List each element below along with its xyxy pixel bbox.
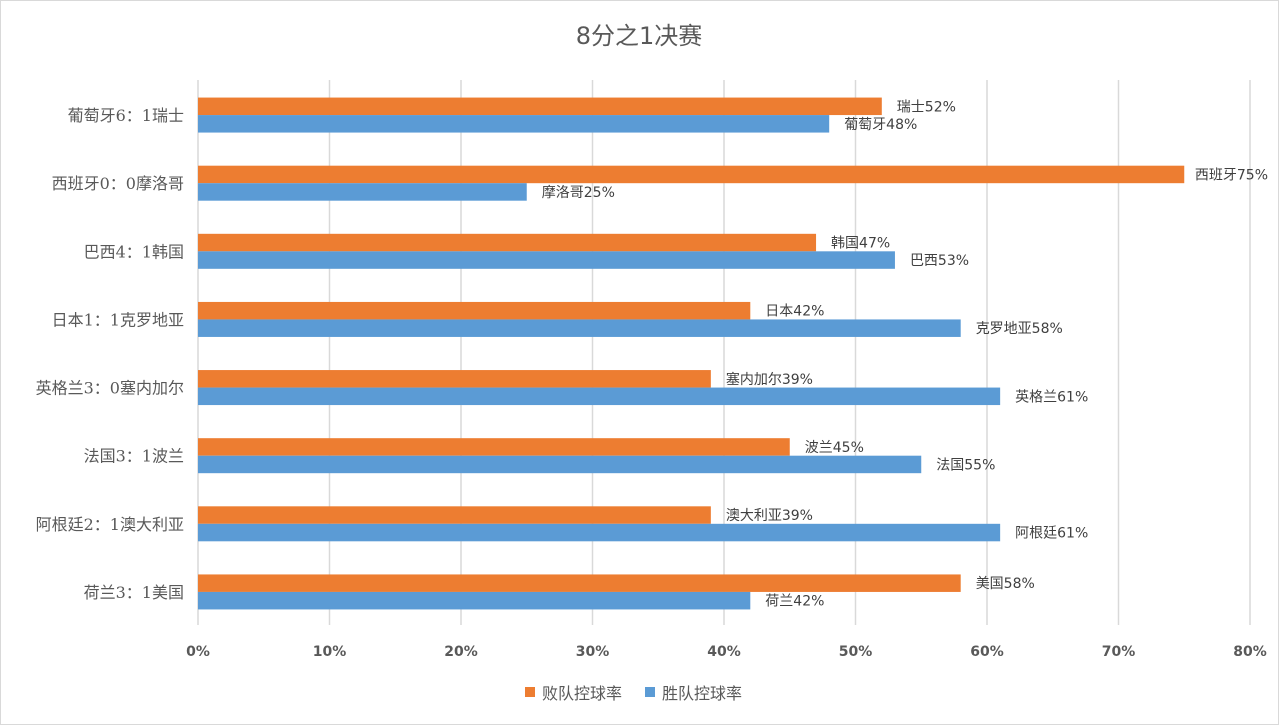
- data-label: 澳大利亚39%: [726, 508, 813, 524]
- data-label: 西班牙75%: [1195, 167, 1268, 183]
- bar-winner: [198, 183, 527, 201]
- bar-winner: [198, 115, 830, 133]
- bar-loser: [198, 574, 961, 592]
- data-label: 塞内加尔39%: [726, 371, 813, 388]
- data-label: 葡萄牙48%: [844, 117, 917, 133]
- bar-loser: [198, 97, 882, 116]
- category-label: 荷兰3：1美国: [84, 583, 184, 602]
- x-tick-label: 10%: [313, 644, 347, 660]
- data-label: 阿根廷61%: [1015, 526, 1088, 542]
- category-label: 葡萄牙6：1瑞士: [68, 106, 184, 125]
- data-label: 瑞士52%: [897, 99, 956, 115]
- category-label: 日本1：1克罗地亚: [52, 310, 184, 329]
- data-label: 巴西53%: [910, 253, 969, 269]
- data-label: 英格兰61%: [1015, 388, 1088, 405]
- category-label: 西班牙0：0摩洛哥: [52, 174, 184, 193]
- bar-loser: [198, 233, 817, 252]
- data-label: 日本42%: [765, 304, 824, 320]
- legend-swatch: [645, 687, 655, 697]
- category-label: 阿根廷2：1澳大利亚: [36, 515, 184, 534]
- chart-title: 8分之1决赛: [576, 22, 703, 50]
- category-label: 英格兰3：0塞内加尔: [36, 379, 184, 398]
- bar-winner: [198, 387, 1001, 406]
- bar-winner: [198, 251, 895, 269]
- bar-winner: [198, 523, 1001, 542]
- data-label: 荷兰42%: [765, 594, 824, 610]
- data-label: 法国55%: [936, 457, 995, 473]
- bar-loser: [198, 506, 711, 524]
- bar-loser: [198, 370, 711, 388]
- data-label: 摩洛哥25%: [542, 184, 615, 201]
- data-label: 韩国47%: [831, 236, 890, 252]
- category-label: 法国3：1波兰: [84, 447, 184, 466]
- bar-loser: [198, 438, 790, 456]
- bar-winner: [198, 591, 751, 610]
- data-label: 美国58%: [976, 576, 1035, 592]
- data-label: 波兰45%: [805, 440, 864, 456]
- x-tick-label: 20%: [444, 644, 478, 660]
- x-tick-label: 60%: [970, 644, 1004, 660]
- bar-loser: [198, 165, 1185, 184]
- data-label: 克罗地亚58%: [976, 321, 1063, 337]
- legend-swatch: [525, 687, 535, 697]
- legend-label: 胜队控球率: [662, 684, 742, 703]
- x-tick-label: 50%: [839, 644, 873, 660]
- x-tick-label: 70%: [1102, 644, 1136, 660]
- x-tick-label: 30%: [576, 644, 610, 660]
- x-tick-label: 0%: [186, 644, 210, 660]
- category-label: 巴西4：1韩国: [84, 242, 184, 261]
- legend-label: 败队控球率: [542, 684, 622, 703]
- x-tick-label: 80%: [1233, 644, 1267, 660]
- x-tick-label: 40%: [707, 644, 741, 660]
- bar-loser: [198, 301, 751, 320]
- bar-winner: [198, 455, 922, 474]
- bar-winner: [198, 319, 961, 337]
